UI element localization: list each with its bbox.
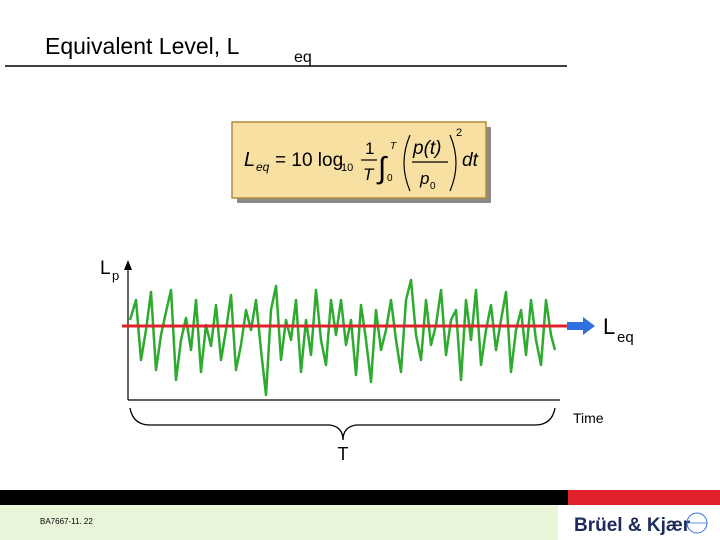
signal: [128, 278, 557, 397]
title: Equivalent Level, L: [45, 33, 240, 59]
level-label: L: [603, 314, 615, 339]
logo-box: [558, 505, 720, 540]
formula: L eq = 10 log 10 1 T ∫ T 0 p(t) p 0 2 dt: [244, 127, 479, 192]
formula-p-bottom: p: [419, 169, 429, 188]
formula-p-top: p(t): [412, 138, 442, 159]
footer-code: BA7667-11. 22: [40, 517, 93, 526]
y-axis-label: L: [100, 258, 111, 279]
formula-numerator: 1: [365, 139, 374, 158]
formula-equals: = 10 log: [275, 150, 343, 171]
formula-box: [231, 121, 487, 199]
formula-dt: dt: [462, 150, 479, 171]
formula-lower: 0: [387, 173, 393, 184]
x-axis-label: Time: [573, 410, 604, 426]
formula-power: 2: [456, 127, 462, 139]
footer-bar: [0, 490, 568, 505]
formula-lhs: L: [244, 149, 255, 171]
formula-integral: ∫: [376, 152, 388, 185]
y-axis-arrow: [124, 260, 132, 270]
level-arrow: [567, 317, 595, 335]
paren-left: [403, 134, 411, 192]
formula-upper: T: [390, 141, 397, 152]
formula-p-bottom-sub: 0: [430, 181, 436, 192]
paren-right: [449, 134, 457, 192]
period-brace: [129, 407, 556, 441]
title-subscript: eq: [294, 49, 312, 66]
formula-denominator: T: [363, 165, 375, 184]
period-label: T: [338, 444, 349, 464]
brand: Brüel & Kjær: [574, 515, 691, 536]
formula-log-base: 10: [341, 162, 353, 174]
y-axis-label-sub: p: [112, 268, 119, 283]
formula-lhs-sub: eq: [256, 160, 270, 174]
level-label-sub: eq: [617, 329, 634, 346]
footer-accent: [568, 490, 720, 505]
